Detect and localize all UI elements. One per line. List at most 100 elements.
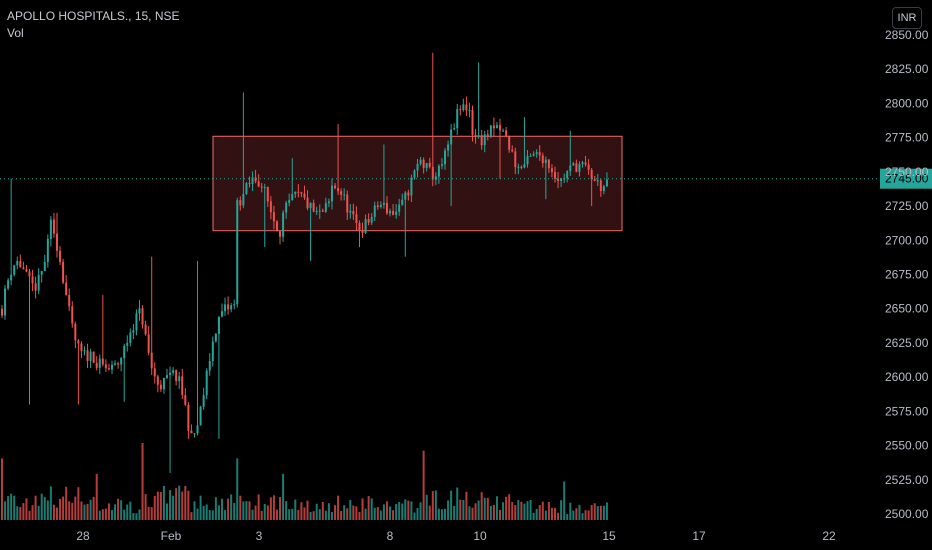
candle: [578, 161, 581, 177]
candle: [263, 183, 266, 248]
volume-bar: [269, 497, 272, 520]
candle: [248, 176, 251, 188]
candle: [294, 191, 297, 198]
volume-bar: [334, 505, 337, 520]
volume-bar: [4, 501, 7, 520]
candle: [285, 200, 288, 219]
candle: [425, 162, 428, 172]
candle: [456, 103, 459, 136]
volume-bar: [520, 501, 523, 520]
candle: [593, 175, 596, 182]
candle: [40, 270, 43, 283]
candle: [419, 156, 422, 166]
volume-bar: [471, 507, 474, 520]
candle: [68, 288, 71, 312]
candle: [596, 174, 599, 187]
candle: [217, 316, 220, 439]
volume-bar: [144, 494, 147, 520]
volume-bar: [52, 504, 55, 520]
candle: [80, 341, 83, 358]
currency-button[interactable]: INR: [892, 7, 922, 29]
candle: [22, 261, 25, 270]
candle: [459, 105, 462, 116]
candle: [300, 191, 303, 198]
candle: [483, 130, 486, 153]
candle: [517, 163, 520, 175]
volume-bar: [169, 490, 172, 520]
range-box-layer: [212, 135, 623, 232]
candle: [260, 182, 263, 193]
candle: [474, 128, 477, 144]
volume-bar: [193, 501, 196, 520]
volume-bar: [358, 511, 361, 520]
volume-bar: [526, 501, 529, 520]
volume-bar: [275, 509, 278, 520]
candle: [514, 147, 517, 175]
volume-bar: [227, 498, 230, 520]
volume-bar: [95, 473, 98, 520]
candle: [505, 127, 508, 138]
volume-bar: [175, 488, 178, 520]
volume-bar: [382, 504, 385, 520]
candle: [410, 174, 413, 202]
volume-bar: [416, 507, 419, 520]
volume-bar: [86, 503, 89, 520]
candle: [19, 254, 22, 268]
volume-bar: [288, 509, 291, 520]
volume-bar: [529, 500, 532, 520]
candle: [74, 321, 77, 349]
volume-bar: [599, 505, 602, 520]
volume-bar: [517, 499, 520, 520]
volume-bar: [404, 499, 407, 520]
candle: [117, 361, 120, 369]
x-tick-label: 15: [602, 529, 616, 543]
candle: [321, 208, 324, 212]
candle: [187, 402, 190, 439]
candle: [422, 157, 425, 174]
volume-bar: [523, 503, 526, 520]
candle: [62, 258, 65, 285]
range-box[interactable]: [212, 135, 623, 232]
volume-bar: [257, 494, 260, 520]
candle: [242, 92, 245, 209]
volume-bar: [495, 496, 498, 520]
volume-bar: [28, 510, 31, 520]
candle: [535, 149, 538, 158]
y-tick-label: 2850.00: [885, 28, 929, 42]
volume-bar: [465, 491, 468, 520]
volume-bar: [159, 492, 162, 520]
candle: [37, 268, 40, 295]
candle: [224, 297, 227, 316]
x-tick-label: 28: [76, 529, 90, 543]
volume-bar: [132, 513, 135, 520]
candle: [495, 121, 498, 129]
candle: [447, 140, 450, 157]
time-axis[interactable]: 28 Feb 3 8 10 15 17 22: [76, 529, 836, 543]
volume-bar: [514, 505, 517, 520]
volume-bar: [272, 495, 275, 520]
candle: [55, 212, 58, 258]
volume-bar: [120, 500, 123, 520]
candle: [486, 129, 489, 141]
volume-bar: [318, 509, 321, 520]
candle: [327, 198, 330, 208]
candle: [520, 165, 523, 170]
volume-bar: [499, 509, 502, 520]
y-tick-label: 2775.00: [885, 131, 929, 145]
volume-bar: [74, 496, 77, 520]
volume-bar: [107, 503, 110, 520]
volume-bar: [398, 502, 401, 520]
volume-bar: [117, 498, 120, 520]
candle: [172, 367, 175, 376]
y-tick-label: 2650.00: [885, 302, 929, 316]
candle: [309, 202, 312, 261]
price-axis[interactable]: 2850.00 2825.00 2800.00 2775.00 2750.00 2725.…: [885, 28, 929, 521]
x-tick-label: Feb: [161, 529, 182, 543]
candle: [444, 147, 447, 170]
volume-bar: [434, 490, 437, 520]
candle: [269, 195, 272, 220]
volume-bar: [19, 507, 22, 520]
candle: [538, 145, 541, 161]
